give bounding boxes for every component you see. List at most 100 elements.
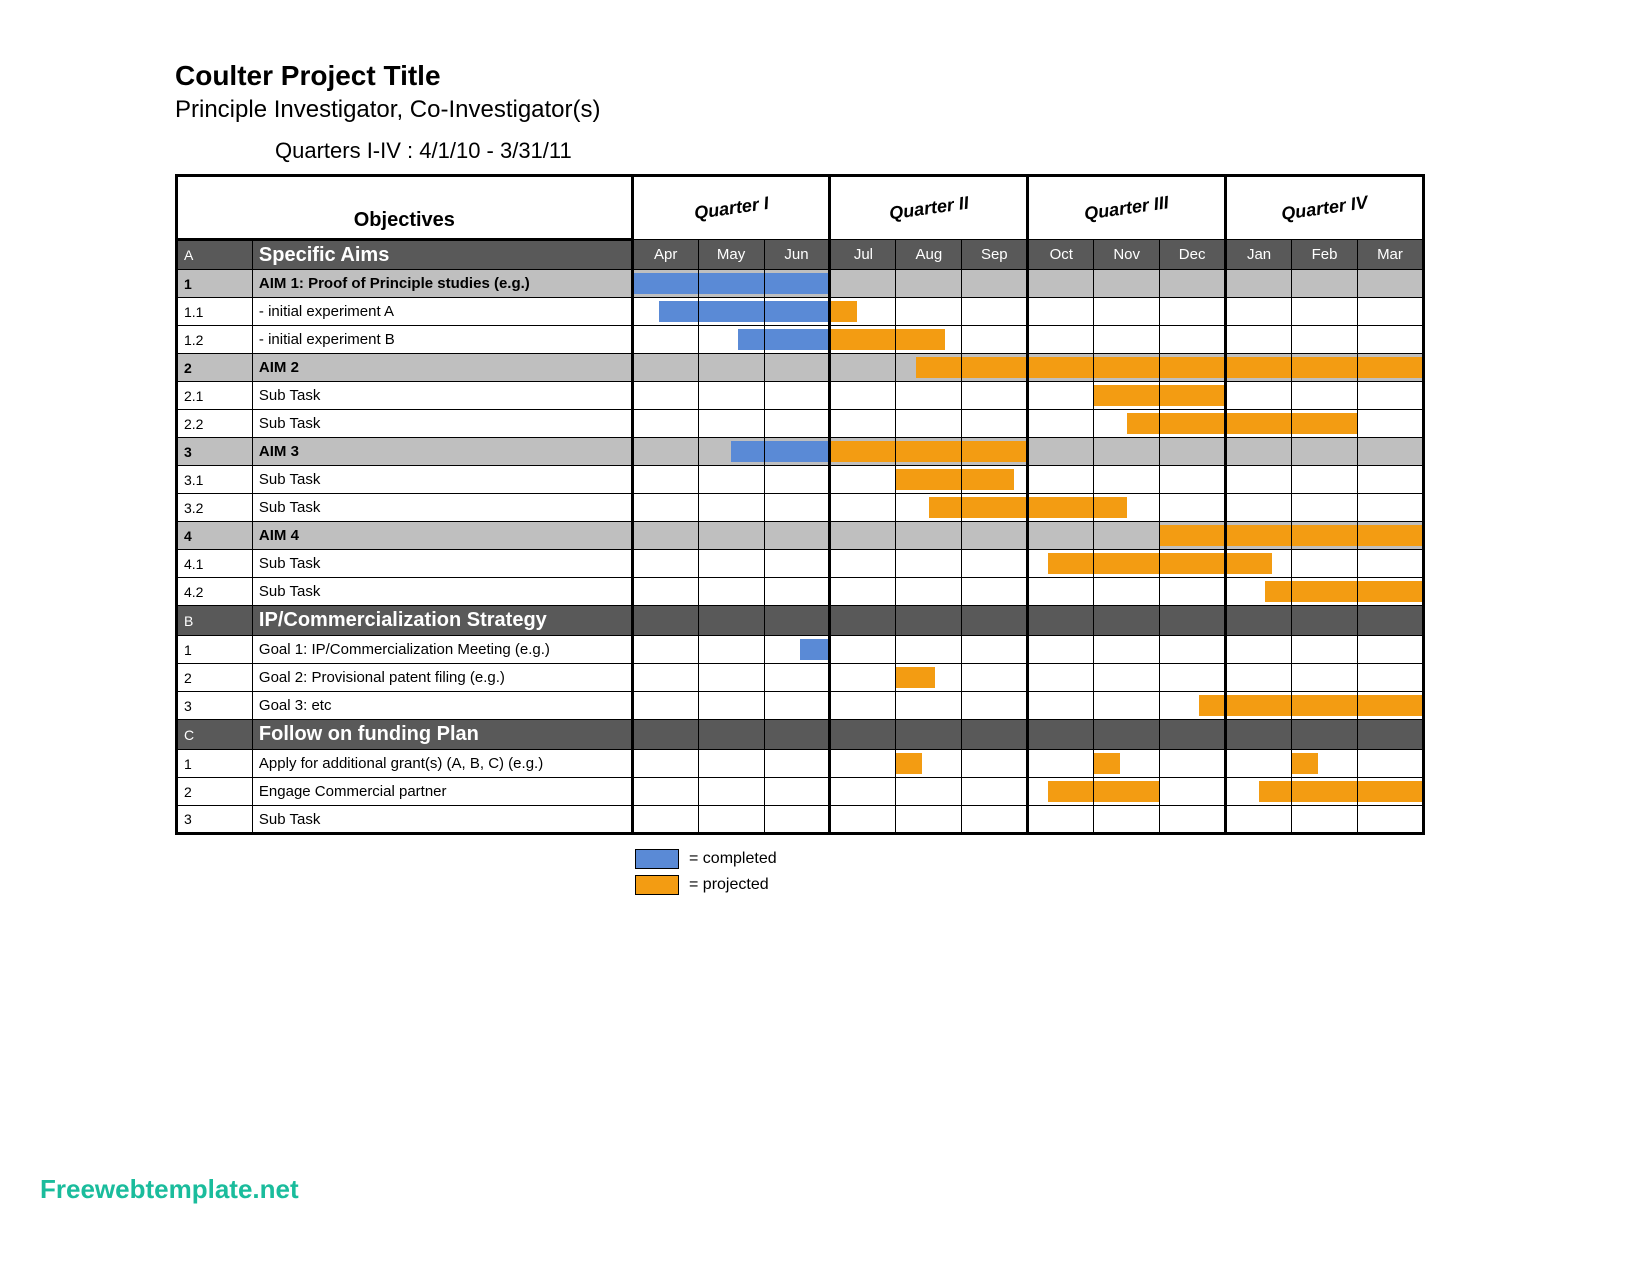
section-title: Specific Aims xyxy=(252,240,632,270)
gantt-cell xyxy=(830,636,896,664)
gantt-cell xyxy=(1160,550,1226,578)
gantt-cell xyxy=(764,438,830,466)
gantt-cell xyxy=(632,550,698,578)
gantt-cell xyxy=(1357,270,1423,298)
gantt-cell xyxy=(830,778,896,806)
gantt-cell xyxy=(1357,550,1423,578)
gantt-cell: Apr xyxy=(632,240,698,270)
gantt-bar-projected xyxy=(1048,553,1093,574)
gantt-cell xyxy=(764,410,830,438)
gantt-cell xyxy=(1292,382,1358,410)
gantt-bar-projected xyxy=(1227,413,1291,434)
task-row: 1.1 - initial experiment A xyxy=(177,298,1424,326)
row-label: AIM 1: Proof of Principle studies (e.g.) xyxy=(252,270,632,298)
gantt-cell xyxy=(764,778,830,806)
gantt-cell xyxy=(632,354,698,382)
gantt-cell xyxy=(1160,494,1226,522)
gantt-cell xyxy=(764,692,830,720)
gantt-bar-projected xyxy=(1227,553,1272,574)
gantt-cell xyxy=(1292,326,1358,354)
task-row: 3Goal 3: etc xyxy=(177,692,1424,720)
row-id: 1 xyxy=(177,636,253,664)
gantt-cell xyxy=(1094,636,1160,664)
gantt-bar-projected xyxy=(1160,385,1224,406)
gantt-cell xyxy=(632,326,698,354)
gantt-cell xyxy=(1292,550,1358,578)
task-row: 1.2 - initial experiment B xyxy=(177,326,1424,354)
row-label: Engage Commercial partner xyxy=(252,778,632,806)
gantt-bar-completed xyxy=(659,301,697,322)
gantt-cell xyxy=(1226,550,1292,578)
gantt-bar-projected xyxy=(1199,695,1225,716)
gantt-bar-projected xyxy=(1292,781,1357,802)
legend-swatch-completed xyxy=(635,849,679,869)
gantt-bar-projected xyxy=(1094,753,1120,774)
task-row: 3.1Sub Task xyxy=(177,466,1424,494)
gantt-bar-completed xyxy=(738,329,764,350)
gantt-cell xyxy=(1094,438,1160,466)
gantt-cell xyxy=(962,494,1028,522)
row-label: Goal 3: etc xyxy=(252,692,632,720)
gantt-cell xyxy=(896,778,962,806)
gantt-cell xyxy=(632,522,698,550)
gantt-cell xyxy=(1094,664,1160,692)
gantt-cell xyxy=(1226,664,1292,692)
gantt-cell xyxy=(830,550,896,578)
gantt-cell xyxy=(1226,522,1292,550)
gantt-cell xyxy=(896,692,962,720)
gantt-cell xyxy=(698,578,764,606)
gantt-cell xyxy=(1292,410,1358,438)
gantt-bar-projected xyxy=(831,329,895,350)
legend-completed: = completed xyxy=(635,849,1425,869)
gantt-cell xyxy=(830,354,896,382)
row-id: 4.2 xyxy=(177,578,253,606)
gantt-cell xyxy=(1160,438,1226,466)
gantt-cell xyxy=(1028,720,1094,750)
gantt-bar-completed xyxy=(634,273,698,294)
gantt-cell xyxy=(896,382,962,410)
row-id: 3 xyxy=(177,692,253,720)
gantt-cell xyxy=(830,466,896,494)
row-label: Sub Task xyxy=(252,382,632,410)
row-label: Sub Task xyxy=(252,410,632,438)
row-label: Sub Task xyxy=(252,466,632,494)
legend-projected: = projected xyxy=(635,875,1425,895)
gantt-cell xyxy=(896,298,962,326)
gantt-cell xyxy=(632,382,698,410)
gantt-bar-projected xyxy=(1227,525,1291,546)
gantt-cell xyxy=(1226,494,1292,522)
gantt-cell xyxy=(962,354,1028,382)
gantt-cell xyxy=(1028,438,1094,466)
gantt-bar-projected xyxy=(1292,695,1357,716)
gantt-bar-projected xyxy=(1292,357,1357,378)
gantt-bar-projected xyxy=(1259,781,1291,802)
gantt-cell xyxy=(1028,298,1094,326)
gantt-cell xyxy=(1094,806,1160,834)
gantt-cell xyxy=(962,298,1028,326)
gantt-cell xyxy=(1094,326,1160,354)
gantt-bar-completed xyxy=(765,329,829,350)
gantt-cell xyxy=(896,522,962,550)
gantt-bar-projected xyxy=(896,667,935,688)
gantt-cell xyxy=(632,298,698,326)
gantt-table: ObjectivesQuarter IQuarter IIQuarter III… xyxy=(175,174,1425,835)
gantt-cell xyxy=(1357,438,1423,466)
row-label: Sub Task xyxy=(252,806,632,834)
gantt-cell: Aug xyxy=(896,240,962,270)
gantt-bar-completed xyxy=(765,273,829,294)
gantt-cell xyxy=(1160,750,1226,778)
gantt-cell xyxy=(1160,522,1226,550)
quarter-header: Quarter IV xyxy=(1226,176,1424,240)
gantt-cell: Jan xyxy=(1226,240,1292,270)
gantt-bar-projected xyxy=(1358,781,1422,802)
row-label: - initial experiment B xyxy=(252,326,632,354)
gantt-cell xyxy=(962,522,1028,550)
row-id: 3.1 xyxy=(177,466,253,494)
gantt-cell: Dec xyxy=(1160,240,1226,270)
row-id: 3 xyxy=(177,806,253,834)
gantt-cell xyxy=(896,720,962,750)
gantt-cell xyxy=(764,750,830,778)
gantt-cell xyxy=(1357,606,1423,636)
gantt-cell xyxy=(896,636,962,664)
row-id: 4 xyxy=(177,522,253,550)
